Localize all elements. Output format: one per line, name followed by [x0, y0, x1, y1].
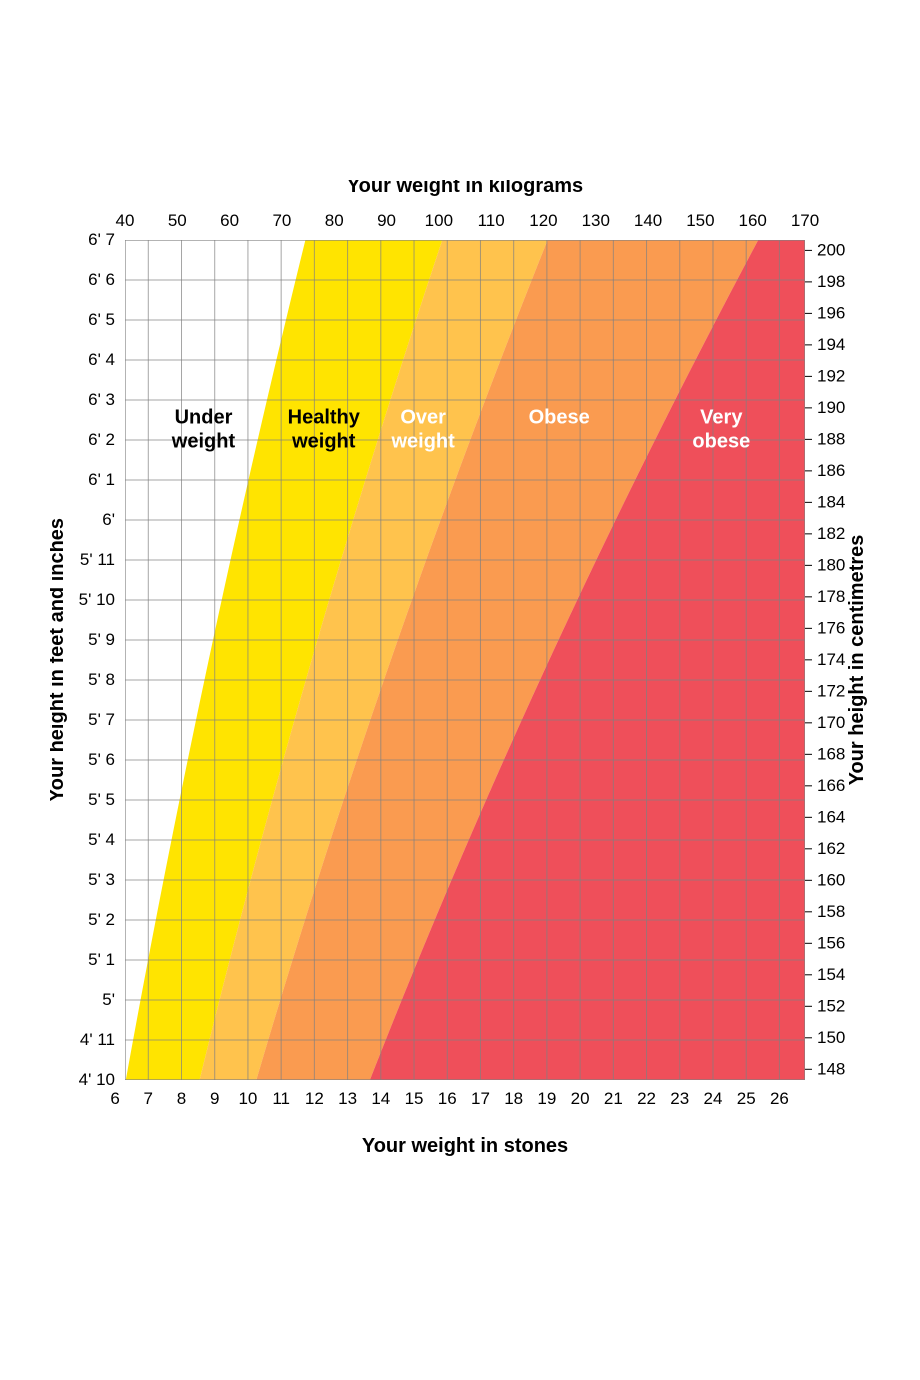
tick-bottom: 21	[604, 1089, 623, 1108]
tick-left: 6'	[102, 510, 115, 529]
regions-group	[125, 240, 805, 1080]
tick-bottom: 8	[177, 1089, 186, 1108]
tick-top: 100	[425, 211, 453, 230]
tick-left: 5' 9	[88, 630, 115, 649]
tick-right: 190	[817, 398, 845, 417]
tick-bottom: 26	[770, 1089, 789, 1108]
tick-left: 5' 7	[88, 710, 115, 729]
tick-bottom: 7	[144, 1089, 153, 1108]
tick-right: 154	[817, 965, 845, 984]
axis-title-right: Your height in centimetres	[846, 535, 868, 786]
tick-bottom: 23	[670, 1089, 689, 1108]
tick-bottom: 15	[405, 1089, 424, 1108]
tick-top: 80	[325, 211, 344, 230]
tick-top: 90	[377, 211, 396, 230]
tick-left: 6' 5	[88, 310, 115, 329]
tick-left: 6' 6	[88, 270, 115, 289]
tick-right: 166	[817, 776, 845, 795]
tick-top: 120	[529, 211, 557, 230]
tick-right: 182	[817, 524, 845, 543]
tick-left: 6' 3	[88, 390, 115, 409]
tick-top: 150	[686, 211, 714, 230]
tick-right: 192	[817, 366, 845, 385]
tick-left: 5' 2	[88, 910, 115, 929]
tick-bottom: 12	[305, 1089, 324, 1108]
tick-top: 110	[478, 211, 505, 230]
tick-top: 130	[582, 211, 610, 230]
tick-top: 40	[116, 211, 135, 230]
tick-right: 174	[817, 650, 845, 669]
tick-top: 170	[791, 211, 819, 230]
tick-right: 188	[817, 429, 845, 448]
tick-top: 70	[272, 211, 291, 230]
region-label-obese: Obese	[529, 407, 590, 429]
tick-bottom: 11	[272, 1089, 290, 1108]
bmi-chart: UnderweightHealthyweightOverweightObeseV…	[50, 180, 870, 1230]
tick-right: 176	[817, 618, 845, 637]
tick-right: 158	[817, 902, 845, 921]
tick-bottom: 6	[110, 1089, 119, 1108]
tick-bottom: 19	[537, 1089, 556, 1108]
tick-left: 5' 5	[88, 790, 115, 809]
tick-right: 168	[817, 744, 845, 763]
tick-right: 150	[817, 1028, 845, 1047]
tick-left: 6' 1	[88, 470, 115, 489]
tick-bottom: 10	[238, 1089, 257, 1108]
tick-right: 172	[817, 681, 845, 700]
tick-right: 162	[817, 839, 845, 858]
tick-left: 6' 7	[88, 230, 115, 249]
tick-top: 60	[220, 211, 239, 230]
tick-left: 5' 10	[79, 590, 115, 609]
tick-right: 148	[817, 1059, 845, 1078]
tick-top: 140	[634, 211, 662, 230]
tick-bottom: 25	[737, 1089, 756, 1108]
tick-right: 160	[817, 870, 845, 889]
tick-left: 5' 3	[88, 870, 115, 889]
tick-left: 6' 2	[88, 430, 115, 449]
tick-left: 6' 4	[88, 350, 115, 369]
tick-bottom: 18	[504, 1089, 523, 1108]
tick-right: 186	[817, 461, 845, 480]
tick-left: 5' 1	[88, 950, 115, 969]
tick-top: 160	[739, 211, 767, 230]
tick-top: 50	[168, 211, 187, 230]
tick-right: 180	[817, 555, 845, 574]
tick-left: 4' 11	[80, 1030, 115, 1049]
tick-right: 156	[817, 933, 845, 952]
tick-right: 170	[817, 713, 845, 732]
tick-bottom: 16	[438, 1089, 457, 1108]
axis-title-left: Your height in feet and inches	[50, 518, 68, 802]
tick-right: 178	[817, 587, 845, 606]
tick-right: 196	[817, 303, 845, 322]
tick-right: 152	[817, 996, 845, 1015]
tick-right: 200	[817, 240, 845, 259]
tick-right: 194	[817, 335, 845, 354]
tick-left: 5' 11	[80, 550, 115, 569]
axis-title-top: Your weight in kilograms	[347, 180, 583, 197]
tick-right: 184	[817, 492, 845, 511]
tick-left: 5'	[102, 990, 115, 1009]
tick-left: 5' 8	[88, 670, 115, 689]
tick-bottom: 17	[471, 1089, 490, 1108]
tick-bottom: 20	[571, 1089, 590, 1108]
tick-left: 4' 10	[79, 1070, 115, 1089]
tick-bottom: 14	[371, 1089, 390, 1108]
axis-title-bottom: Your weight in stones	[362, 1135, 568, 1157]
tick-left: 5' 6	[88, 750, 115, 769]
tick-right: 198	[817, 272, 845, 291]
tick-bottom: 22	[637, 1089, 656, 1108]
tick-left: 5' 4	[88, 830, 115, 849]
tick-right: 164	[817, 807, 845, 826]
tick-bottom: 13	[338, 1089, 357, 1108]
tick-bottom: 24	[704, 1089, 723, 1108]
tick-bottom: 9	[210, 1089, 219, 1108]
